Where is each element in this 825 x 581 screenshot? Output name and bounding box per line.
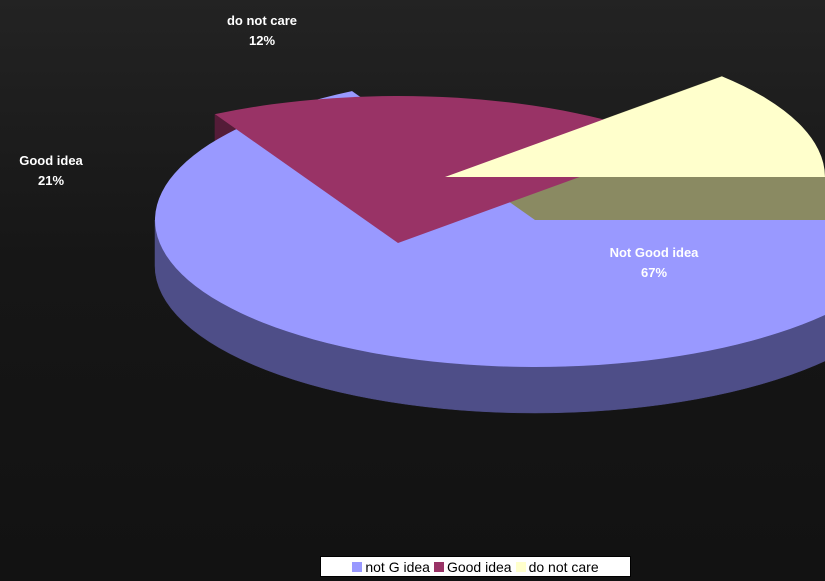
legend-label-do-not-care: do not care	[528, 558, 599, 575]
pie-label-do-not-care: do not care	[227, 13, 297, 28]
legend-swatch-not-good-idea	[352, 561, 363, 572]
legend-swatch-good-idea	[433, 561, 444, 572]
pie-label-good-idea: Good idea	[19, 153, 83, 168]
legend-item-good-idea: Good idea	[433, 558, 512, 575]
legend-item-not-good-idea: not G idea	[352, 559, 430, 575]
pie-slice-do-not-care	[445, 76, 825, 177]
pie-percent-not-good-idea: 67%	[641, 265, 667, 280]
pie-slice-good-idea	[214, 96, 676, 243]
legend-swatch-do-not-care	[515, 561, 526, 572]
pie-percent-do-not-care: 12%	[249, 33, 275, 48]
legend-item-do-not-care: do not care	[515, 558, 599, 575]
chart-legend: not G idea Good idea do not care	[320, 556, 631, 577]
legend-label-good-idea: Good idea	[446, 558, 512, 575]
legend-label-not-good-idea: not G idea	[365, 558, 430, 575]
pie-label-not-good-idea: Not Good idea	[610, 245, 700, 260]
pie-percent-good-idea: 21%	[38, 173, 64, 188]
